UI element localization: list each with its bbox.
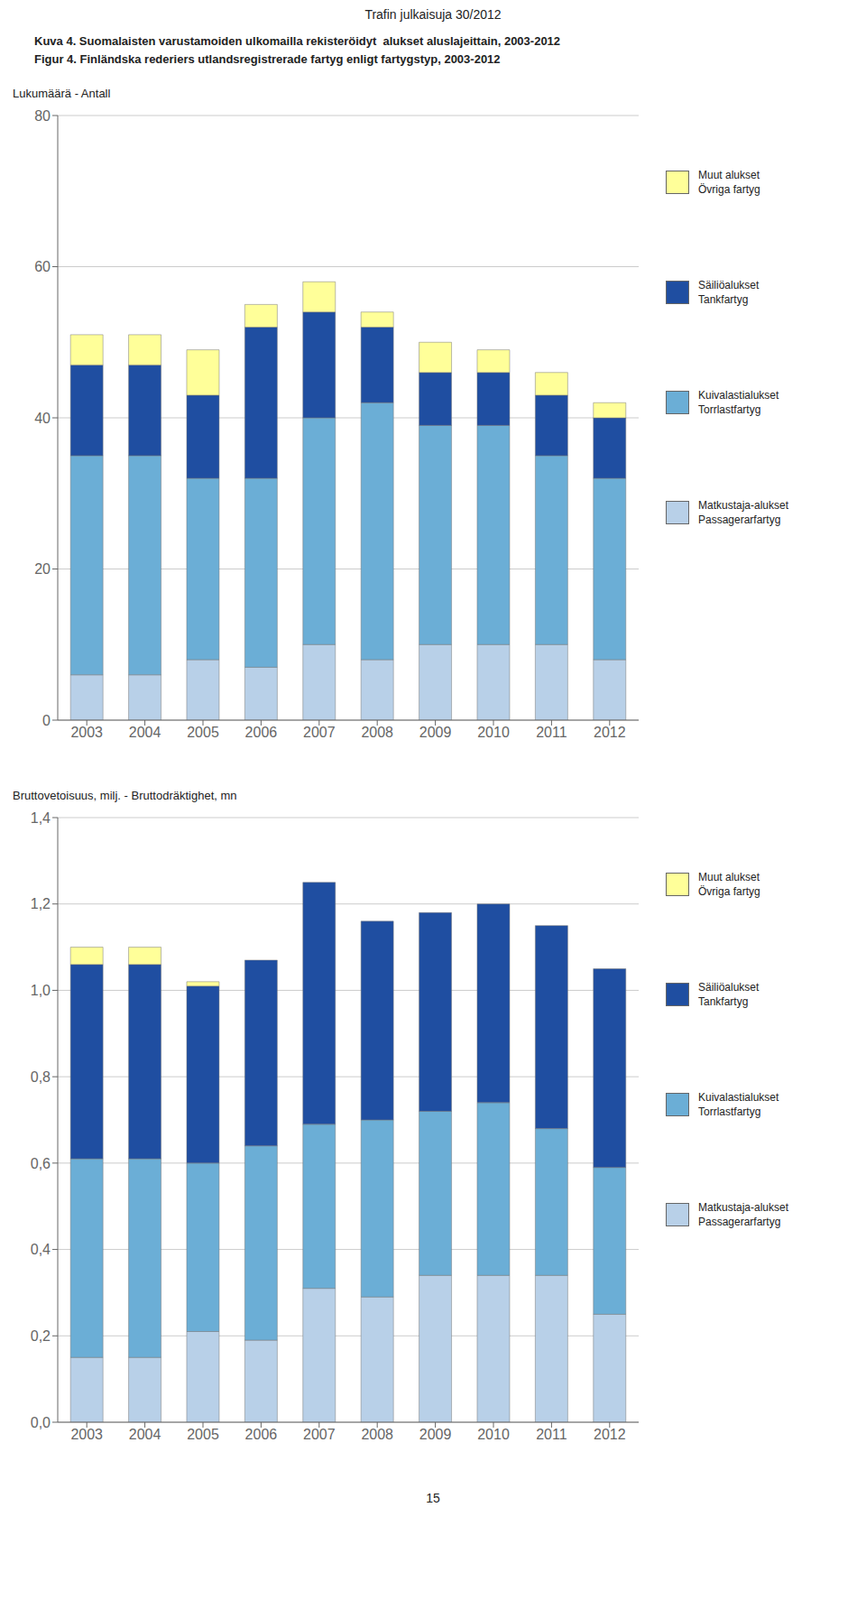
svg-text:0,8: 0,8 [30,1068,51,1085]
svg-text:2007: 2007 [303,724,336,740]
svg-text:40: 40 [34,410,51,426]
svg-text:2006: 2006 [245,1426,278,1442]
svg-text:0,4: 0,4 [30,1241,51,1257]
html-text:Matkustaja-alukset Passagerarf: Matkustaja-alukset Passagerarfartyg [698,1200,789,1228]
svg-text:2008: 2008 [360,724,394,740]
svg-text:2010: 2010 [477,724,510,740]
svg-text:2003: 2003 [70,724,103,740]
svg-text:2009: 2009 [419,1426,452,1442]
svg-text:2006: 2006 [245,724,278,740]
html-text:Matkustaja-alukset Passagerarf: Matkustaja-alukset Passagerarfartyg [698,498,789,526]
html-text:Säiliöalukset Tankfartyg: Säiliöalukset Tankfartyg [698,278,760,306]
svg-text:0,0: 0,0 [30,1414,51,1430]
svg-text:2005: 2005 [186,724,220,740]
html-text:15: 15 [425,1490,441,1505]
svg-text:2004: 2004 [128,724,162,740]
html-text:Muut alukset Övriga fartyg: Muut alukset Övriga fartyg [698,168,761,196]
svg-text:60: 60 [34,258,51,275]
svg-text:2005: 2005 [186,1426,220,1442]
html-text:Bruttovetoisuus, milj. - Brutt: Bruttovetoisuus, milj. - Bruttodräktighe… [12,788,237,802]
svg-text:0: 0 [42,712,51,728]
html-text:Säiliöalukset Tankfartyg: Säiliöalukset Tankfartyg [698,980,760,1008]
svg-text:20: 20 [34,561,51,577]
html-text:Trafin julkaisuja 30/2012: Trafin julkaisuja 30/2012 [364,7,502,22]
html-text:Figur 4. Finländska rederiers: Figur 4. Finländska rederiers utlandsreg… [34,52,501,66]
svg-text:2009: 2009 [419,724,452,740]
html-text:Lukumäärä - Antall: Lukumäärä - Antall [12,86,111,101]
html-text:Muut alukset Övriga fartyg: Muut alukset Övriga fartyg [698,870,761,898]
svg-text:2010: 2010 [477,1426,510,1442]
svg-text:1,4: 1,4 [30,810,51,826]
svg-text:2007: 2007 [303,1426,336,1442]
svg-text:1,2: 1,2 [30,895,51,912]
svg-text:0,6: 0,6 [30,1155,51,1171]
svg-text:80: 80 [34,108,51,124]
html-text:Kuva 4. Suomalaisten varustamo: Kuva 4. Suomalaisten varustamoiden ulkom… [34,34,561,48]
svg-text:2004: 2004 [128,1426,162,1442]
svg-text:2012: 2012 [593,724,627,740]
svg-text:2008: 2008 [360,1426,394,1442]
svg-text:2011: 2011 [535,1426,568,1442]
svg-text:0,2: 0,2 [30,1327,51,1344]
svg-text:2003: 2003 [70,1426,103,1442]
html-text:Kuivalastialukset Torrlastfart: Kuivalastialukset Torrlastfartyg [698,1090,779,1118]
svg-text:2012: 2012 [593,1426,627,1442]
html-text:Kuivalastialukset Torrlastfart: Kuivalastialukset Torrlastfartyg [698,388,779,416]
svg-text:1,0: 1,0 [30,982,51,998]
svg-text:2011: 2011 [535,724,568,740]
